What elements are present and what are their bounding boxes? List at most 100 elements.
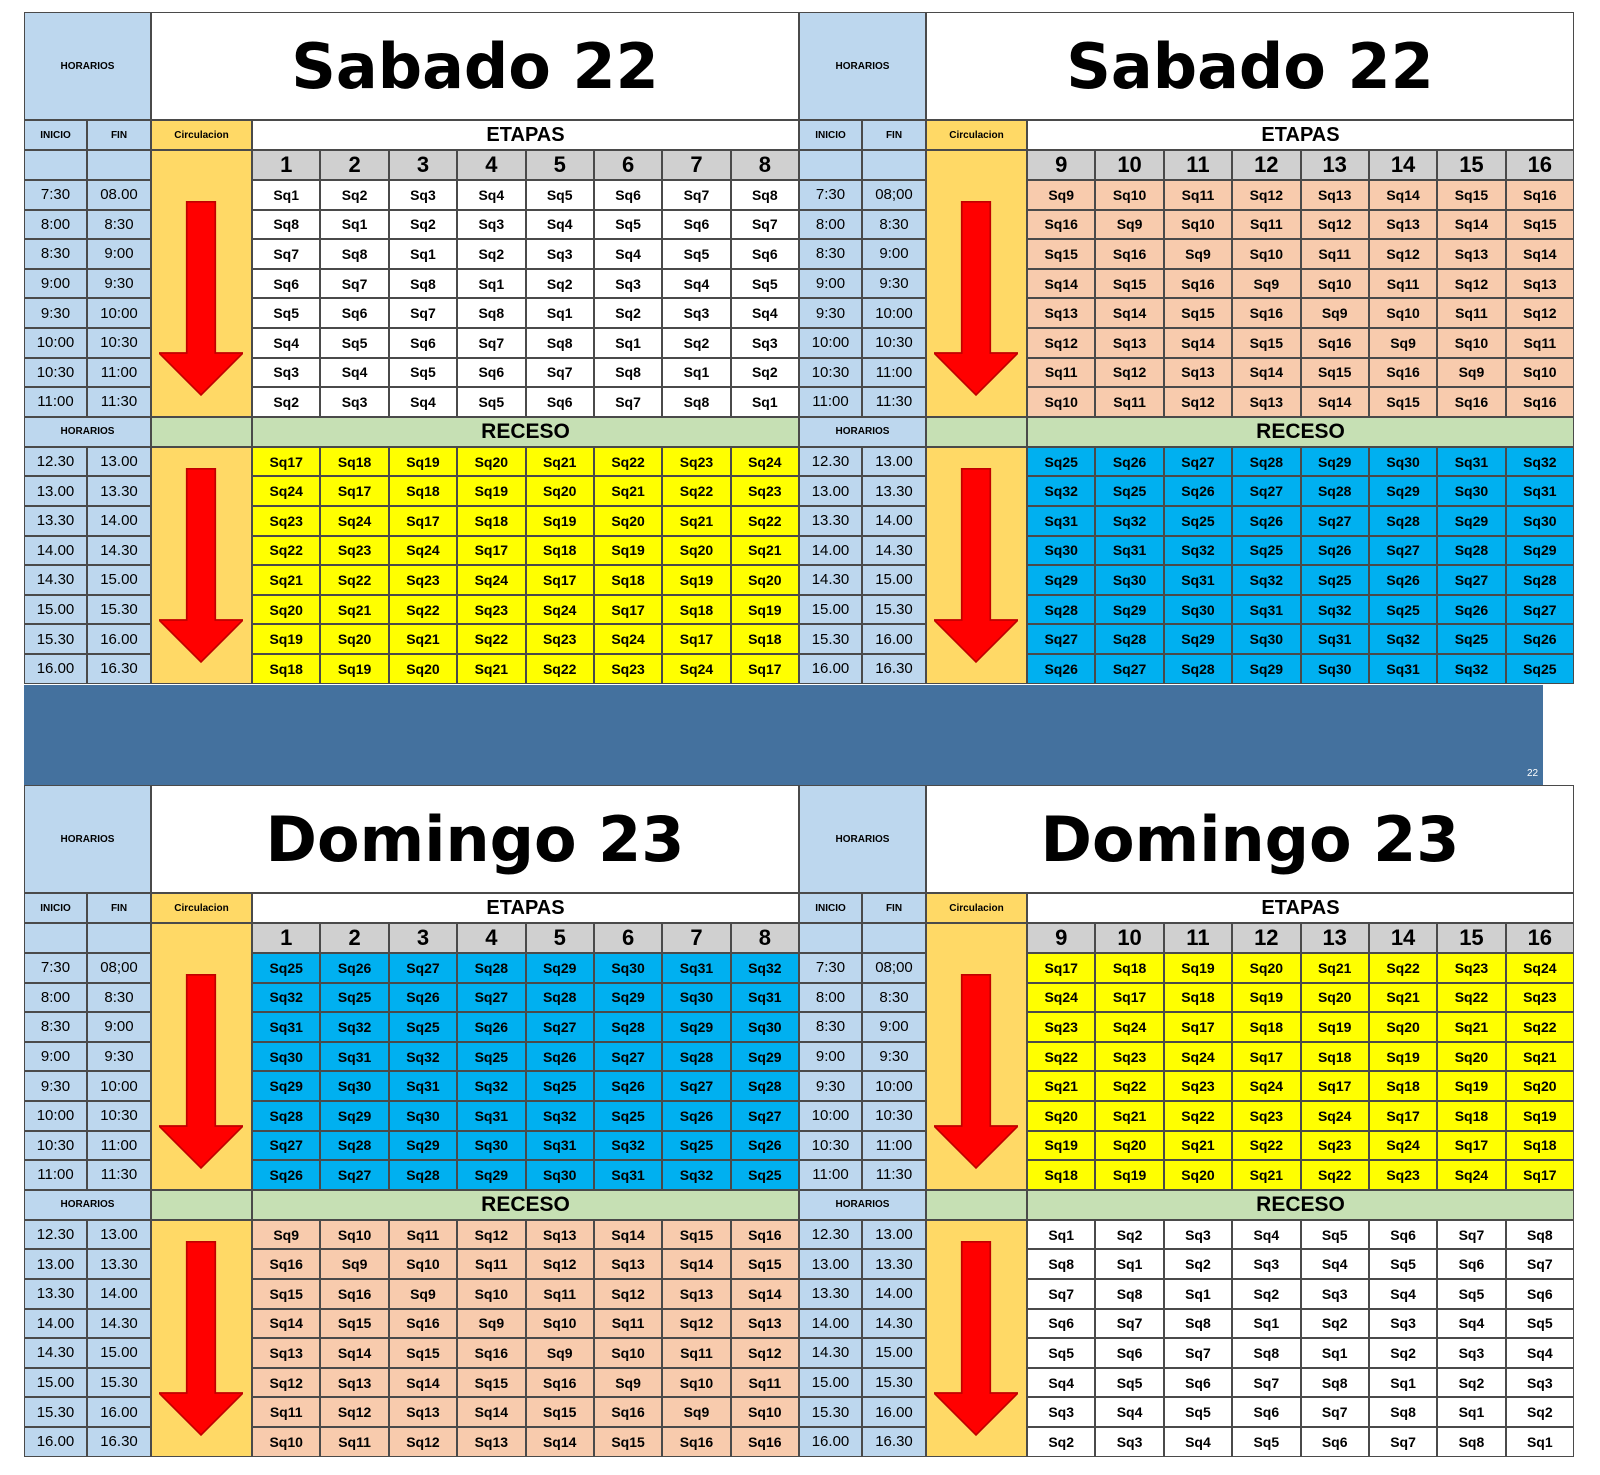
squad-cell: Sq5 [1300,1219,1369,1250]
squad-cell: Sq26 [593,1071,663,1101]
squad-cell: Sq31 [1095,535,1164,566]
squad-cell: Sq1 [1027,1219,1096,1250]
blank-cell [862,150,926,180]
squad-cell: Sq15 [1232,328,1301,358]
etapa-number: 7 [662,150,731,180]
end-time: 11:30 [862,1160,926,1190]
start-time: 9:30 [24,1071,87,1101]
fin-header: FIN [862,893,926,923]
squad-cell: Sq31 [457,1101,526,1131]
squad-cell: Sq29 [1027,565,1096,595]
horarios-header: HORARIOS [24,12,151,120]
squad-cell: Sq25 [1505,654,1574,684]
squad-cell: Sq31 [320,1041,389,1072]
squad-cell: Sq18 [388,476,458,506]
squad-cell: Sq32 [662,1160,731,1190]
start-time: 14.00 [24,535,87,566]
squad-cell: Sq29 [320,1101,389,1131]
squad-cell: Sq20 [1232,953,1301,983]
squad-cell: Sq21 [1437,1012,1506,1042]
end-time: 15.30 [87,594,151,625]
squad-cell: Sq10 [1027,387,1096,417]
schedule-panel-3: HORARIOS Domingo 23 INICIO FIN Circulacion ET… [24,785,799,1458]
squad-cell: Sq2 [1027,1427,1096,1457]
squad-cell: Sq22 [662,476,731,506]
squad-cell: Sq15 [388,1338,458,1368]
end-time: 15.30 [862,1367,926,1398]
squad-cell: Sq30 [320,1071,389,1101]
squad-cell: Sq16 [388,1308,458,1339]
squad-cell: Sq32 [1095,506,1164,536]
end-time: 16.00 [862,1397,926,1427]
day-title: Domingo 23 [926,785,1574,893]
squad-cell: Sq31 [388,1071,458,1101]
squad-cell: Sq17 [730,654,799,684]
etapa-number: 14 [1368,923,1438,953]
squad-cell: Sq8 [320,239,389,269]
squad-cell: Sq8 [457,298,526,328]
squad-cell: Sq24 [1505,953,1574,983]
end-time: 14.30 [87,1308,151,1339]
squad-cell: Sq1 [593,328,663,358]
squad-cell: Sq24 [1027,982,1096,1013]
squad-cell: Sq9 [252,1219,321,1250]
squad-cell: Sq23 [1437,953,1506,983]
squad-cell: Sq15 [1163,298,1233,328]
squad-cell: Sq25 [1300,565,1369,595]
squad-cell: Sq30 [1232,624,1301,654]
squad-cell: Sq31 [1163,565,1233,595]
squad-cell: Sq3 [1027,1397,1096,1427]
squad-cell: Sq28 [1505,565,1574,595]
squad-cell: Sq19 [320,654,389,684]
start-time: 7:30 [24,953,87,983]
squad-cell: Sq8 [1027,1249,1096,1279]
squad-cell: Sq18 [1027,1160,1096,1190]
squad-cell: Sq8 [730,180,799,210]
end-time: 10:00 [862,1071,926,1101]
end-time: 13.00 [862,1219,926,1250]
end-time: 15.30 [87,1367,151,1398]
circulacion-header: Circulacion [926,120,1027,150]
squad-cell: Sq26 [525,1041,594,1072]
squad-cell: Sq19 [662,565,731,595]
squad-cell: Sq28 [593,1012,663,1042]
end-time: 16.30 [862,654,926,684]
end-time: 8:30 [862,209,926,240]
squad-cell: Sq28 [1368,506,1438,536]
squad-cell: Sq23 [1505,982,1574,1013]
squad-cell: Sq21 [388,624,458,654]
squad-cell: Sq13 [457,1427,526,1457]
squad-cell: Sq14 [730,1279,799,1309]
squad-cell: Sq31 [662,953,731,983]
squad-cell: Sq22 [1300,1160,1369,1190]
squad-cell: Sq10 [1505,357,1574,388]
squad-cell: Sq12 [320,1397,389,1427]
squad-cell: Sq11 [320,1427,389,1457]
squad-cell: Sq5 [525,180,594,210]
squad-cell: Sq8 [525,328,594,358]
squad-cell: Sq17 [662,624,731,654]
squad-cell: Sq19 [1232,982,1301,1013]
squad-cell: Sq32 [252,982,321,1013]
squad-cell: Sq24 [1232,1071,1301,1101]
squad-cell: Sq22 [388,594,458,625]
red-down-arrow-icon [934,1240,1018,1436]
squad-cell: Sq31 [1505,476,1574,506]
squad-cell: Sq20 [1163,1160,1233,1190]
squad-cell: Sq21 [1027,1071,1096,1101]
squad-cell: Sq32 [1505,446,1574,477]
squad-cell: Sq16 [1437,387,1506,417]
start-time: 12.30 [24,1219,87,1250]
squad-cell: Sq2 [525,268,594,299]
squad-cell: Sq6 [593,180,663,210]
red-down-arrow-icon [159,1240,243,1436]
squad-cell: Sq29 [457,1160,526,1190]
squad-cell: Sq26 [1300,535,1369,566]
squad-cell: Sq19 [1300,1012,1369,1042]
squad-cell: Sq26 [1368,565,1438,595]
end-time: 15.00 [87,565,151,595]
end-time: 9:00 [87,1012,151,1042]
start-time: 13.30 [799,506,862,536]
squad-cell: Sq2 [593,298,663,328]
squad-cell: Sq2 [662,328,731,358]
